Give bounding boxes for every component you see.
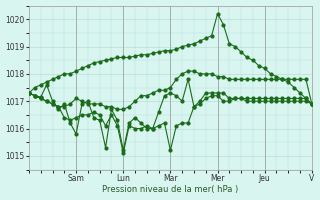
- X-axis label: Pression niveau de la mer( hPa ): Pression niveau de la mer( hPa ): [102, 185, 238, 194]
